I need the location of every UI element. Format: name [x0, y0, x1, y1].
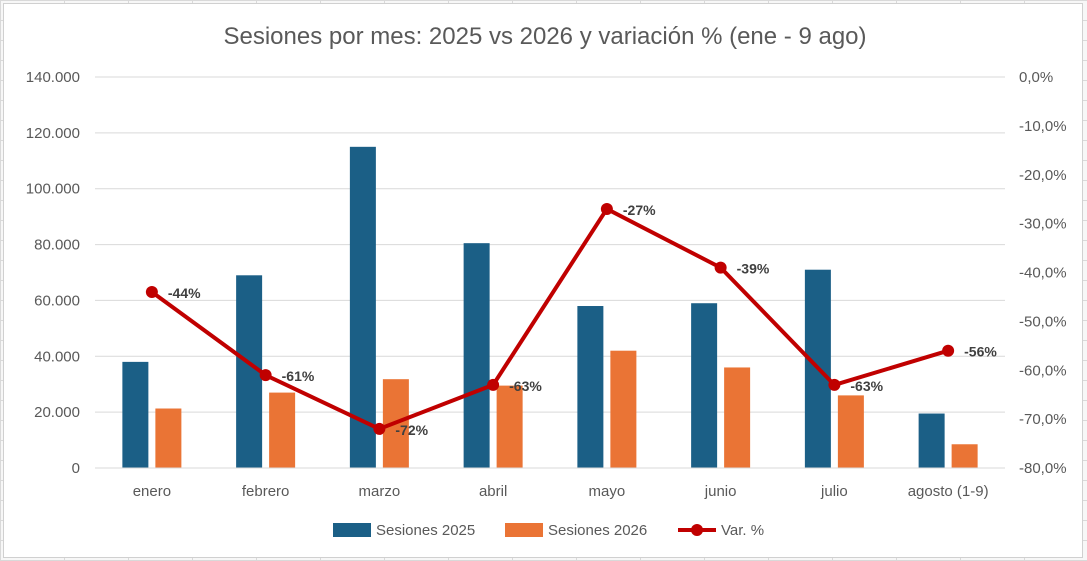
- category-label: marzo: [359, 483, 401, 500]
- variation-point-7: [942, 344, 955, 357]
- right-tick-label: -70,0%: [1019, 411, 1067, 428]
- category-labels: enero febrero marzo abril mayo junio julio agos…: [133, 483, 989, 500]
- bar-sesiones-2025-0: [122, 361, 149, 468]
- bar-series: [122, 146, 978, 469]
- left-tick-label: 80.000: [34, 237, 80, 254]
- left-axis-labels: 0 20.000 40.000 60.000 80.000 100.000 120.000 1…: [26, 69, 80, 477]
- left-tick-label: 60.000: [34, 292, 80, 309]
- right-axis-labels: -80,0% -70,0% -60,0% -50,0% -40,0% -30,0% -20,…: [1019, 69, 1067, 477]
- left-tick-label: 40.000: [34, 348, 80, 365]
- left-tick-label: 100.000: [26, 181, 80, 198]
- bar-sesiones-2025-2: [349, 146, 376, 469]
- variation-point-5: [714, 261, 727, 274]
- left-tick-label: 140.000: [26, 69, 80, 86]
- legend-label-sesiones-2025: Sesiones 2025: [376, 522, 475, 539]
- bar-sesiones-2025-4: [577, 306, 604, 468]
- category-label: agosto (1-9): [908, 483, 989, 500]
- bar-sesiones-2025-7: [918, 413, 945, 468]
- legend-label-var: Var. %: [721, 522, 764, 539]
- variation-label-4: -27%: [623, 202, 656, 218]
- variation-line: [150, 206, 949, 431]
- bar-sesiones-2026-1: [269, 392, 296, 468]
- right-tick-label: -10,0%: [1019, 118, 1067, 135]
- right-tick-label: -30,0%: [1019, 216, 1067, 233]
- category-label: mayo: [589, 483, 626, 500]
- right-tick-label: -80,0%: [1019, 460, 1067, 477]
- legend-swatch-sesiones-2025: [333, 523, 371, 537]
- right-tick-label: -20,0%: [1019, 167, 1067, 184]
- bar-sesiones-2026-4: [610, 350, 637, 468]
- left-tick-label: 0: [72, 460, 80, 477]
- bar-sesiones-2025-5: [691, 303, 718, 468]
- variation-label-6: -63%: [850, 378, 883, 394]
- category-label: junio: [704, 483, 737, 500]
- chart-title: Sesiones por mes: 2025 vs 2026 y variaci…: [223, 23, 866, 50]
- left-tick-label: 20.000: [34, 404, 80, 421]
- variation-point-0: [145, 286, 158, 299]
- bar-sesiones-2025-3: [463, 243, 490, 468]
- bar-sesiones-2026-3: [496, 385, 523, 468]
- line-series: -44% -61% -72% -63% -27% -39% -63% -56%: [145, 202, 997, 438]
- variation-label-7: -56%: [964, 344, 997, 360]
- category-label: julio: [820, 483, 848, 500]
- legend: Sesiones 2025 Sesiones 2026 Var. %: [333, 522, 764, 539]
- category-label: enero: [133, 483, 171, 500]
- variation-label-5: -39%: [737, 261, 770, 277]
- chart-area[interactable]: [3, 3, 1083, 558]
- gridlines: [95, 76, 1005, 413]
- right-tick-label: -40,0%: [1019, 265, 1067, 282]
- legend-label-sesiones-2026: Sesiones 2026: [548, 522, 647, 539]
- variation-label-3: -63%: [509, 378, 542, 394]
- bar-sesiones-2026-5: [724, 367, 751, 468]
- legend-swatch-sesiones-2026: [505, 523, 543, 537]
- variation-point-2: [373, 422, 386, 435]
- variation-label-1: -61%: [282, 368, 315, 384]
- right-tick-label: -60,0%: [1019, 362, 1067, 379]
- bar-sesiones-2026-6: [837, 395, 864, 468]
- variation-point-1: [259, 369, 272, 382]
- right-tick-label: -50,0%: [1019, 313, 1067, 330]
- legend-swatch-marker-var: [691, 524, 703, 536]
- variation-point-3: [487, 378, 500, 391]
- right-tick-label: 0,0%: [1019, 69, 1053, 86]
- bar-sesiones-2026-0: [155, 408, 182, 468]
- left-tick-label: 120.000: [26, 125, 80, 142]
- category-label: febrero: [242, 483, 290, 500]
- variation-label-2: -72%: [395, 422, 428, 438]
- category-label: abril: [479, 483, 507, 500]
- variation-label-0: -44%: [168, 285, 201, 301]
- variation-point-6: [828, 378, 841, 391]
- variation-point-4: [600, 202, 613, 215]
- bar-sesiones-2026-7: [951, 444, 978, 468]
